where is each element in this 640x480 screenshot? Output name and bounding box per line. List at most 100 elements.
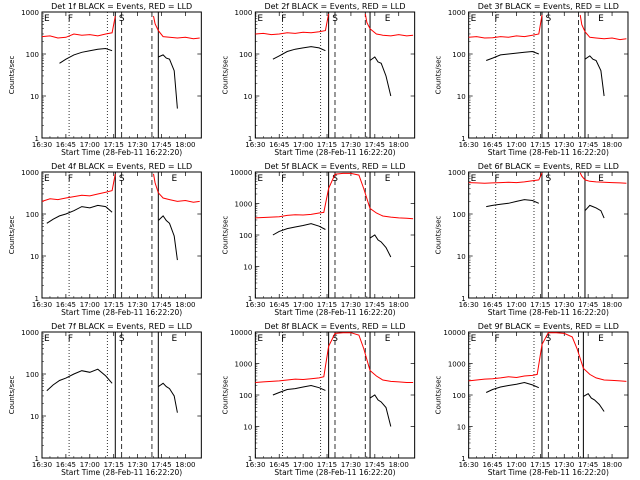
panel-title: Det 4f BLACK = Events, RED = LLD	[51, 162, 192, 171]
x-tick-label: 16:45	[269, 461, 289, 469]
x-axis-label: Start Time (28-Feb-11 16:22:20)	[488, 468, 609, 477]
y-axis-label: Counts/sec	[8, 376, 16, 415]
x-tick-label: 16:45	[56, 141, 76, 149]
y-tick-label: 100	[452, 211, 465, 219]
region-label: E	[257, 174, 263, 184]
y-tick-label: 100	[239, 51, 252, 59]
region-label: E	[44, 174, 50, 184]
y-axis-label: Counts/sec	[221, 216, 229, 255]
y-axis-label: Counts/sec	[435, 56, 443, 95]
x-tick-label: 17:15	[104, 301, 124, 309]
x-tick-label: 16:30	[245, 141, 265, 149]
x-tick-label: 16:30	[245, 461, 265, 469]
y-tick-label: 10	[457, 424, 466, 432]
y-tick-label: 1000	[235, 361, 253, 369]
y-tick-label: 100	[452, 51, 465, 59]
y-tick-label: 1	[35, 135, 39, 143]
x-tick-label: 16:30	[459, 301, 479, 309]
region-label: F	[281, 334, 286, 344]
panel-det-9: Det 9f BLACK = Events, RED = LLD 1 10 100 10…	[435, 322, 629, 477]
region-label: F	[281, 174, 286, 184]
x-tick-label: 18:00	[175, 141, 195, 149]
x-tick-label: 17:45	[578, 461, 598, 469]
x-tick-label: 17:30	[554, 461, 574, 469]
x-tick-label: 17:15	[530, 301, 550, 309]
events-series-line	[369, 56, 392, 97]
y-axis-label: Counts/sec	[221, 376, 229, 415]
y-axis-label: Counts/sec	[8, 216, 16, 255]
region-label: S	[119, 14, 125, 24]
region-label: S	[119, 334, 125, 344]
region-label: E	[598, 14, 604, 24]
lld-series-line	[41, 16, 116, 39]
y-tick-label: 10000	[230, 169, 252, 177]
x-tick-label: 16:45	[269, 141, 289, 149]
events-series-line	[584, 55, 605, 97]
x-tick-label: 17:30	[341, 301, 361, 309]
region-label: E	[471, 334, 477, 344]
y-tick-label: 1	[248, 295, 252, 303]
region-label: S	[119, 174, 125, 184]
x-tick-label: 17:15	[317, 301, 337, 309]
region-label: E	[44, 334, 50, 344]
x-tick-label: 18:00	[602, 141, 622, 149]
y-tick-label: 100	[239, 392, 252, 400]
region-label: E	[385, 14, 391, 24]
events-series-line	[485, 381, 540, 393]
x-tick-label: 18:00	[602, 461, 622, 469]
y-tick-label: 1000	[448, 9, 466, 17]
x-tick-label: 18:00	[175, 461, 195, 469]
y-tick-label: 1	[248, 455, 252, 463]
y-tick-label: 100	[26, 211, 39, 219]
y-tick-label: 10	[457, 93, 466, 101]
panel-det-6: Det 6f BLACK = Events, RED = LLD 1 10 100 10…	[435, 162, 629, 317]
x-tick-label: 17:15	[530, 141, 550, 149]
x-tick-label: 18:00	[389, 141, 409, 149]
x-tick-label: 16:45	[269, 301, 289, 309]
x-tick-label: 18:00	[389, 461, 409, 469]
lld-series-line	[579, 172, 627, 184]
region-label: E	[598, 334, 604, 344]
x-tick-label: 17:45	[365, 141, 385, 149]
region-label: S	[546, 174, 552, 184]
x-axis-label: Start Time (28-Feb-11 16:22:20)	[274, 468, 395, 477]
x-tick-label: 16:45	[56, 461, 76, 469]
x-tick-label: 16:45	[482, 461, 502, 469]
x-tick-label: 17:45	[365, 301, 385, 309]
x-axis-label: Start Time (28-Feb-11 16:22:20)	[274, 148, 395, 157]
y-tick-label: 1	[35, 455, 39, 463]
region-label: E	[257, 14, 263, 24]
x-axis-label: Start Time (28-Feb-11 16:22:20)	[61, 148, 182, 157]
x-tick-label: 17:30	[128, 141, 148, 149]
panel-title: Det 9f BLACK = Events, RED = LLD	[478, 322, 619, 331]
lld-series-line	[255, 172, 414, 220]
events-series-line	[583, 393, 605, 412]
x-tick-label: 18:00	[175, 301, 195, 309]
region-label: F	[68, 14, 73, 24]
panel-title: Det 3f BLACK = Events, RED = LLD	[478, 2, 619, 11]
x-tick-label: 17:00	[80, 301, 100, 309]
panel-det-2: Det 2f BLACK = Events, RED = LLD 1 10 100 10…	[221, 2, 416, 157]
x-tick-label: 17:15	[530, 461, 550, 469]
y-tick-label: 1000	[235, 9, 253, 17]
region-label: S	[332, 334, 338, 344]
x-tick-label: 17:45	[578, 301, 598, 309]
events-series-line	[584, 204, 605, 219]
y-tick-label: 1	[248, 135, 252, 143]
events-series-line	[272, 384, 326, 396]
events-series-line	[272, 46, 326, 60]
x-tick-label: 17:30	[341, 141, 361, 149]
region-label: S	[546, 14, 552, 24]
panel-title: Det 1f BLACK = Events, RED = LLD	[51, 2, 192, 11]
x-tick-label: 17:30	[128, 461, 148, 469]
region-label: E	[471, 14, 477, 24]
events-series-line	[46, 204, 113, 224]
region-label: E	[385, 334, 391, 344]
x-tick-label: 17:30	[554, 301, 574, 309]
y-tick-label: 1000	[448, 169, 466, 177]
y-tick-label: 100	[26, 51, 39, 59]
y-tick-label: 1000	[235, 201, 253, 209]
y-tick-label: 1	[461, 295, 465, 303]
y-tick-label: 10	[243, 264, 252, 272]
panel-title: Det 8f BLACK = Events, RED = LLD	[264, 322, 405, 331]
